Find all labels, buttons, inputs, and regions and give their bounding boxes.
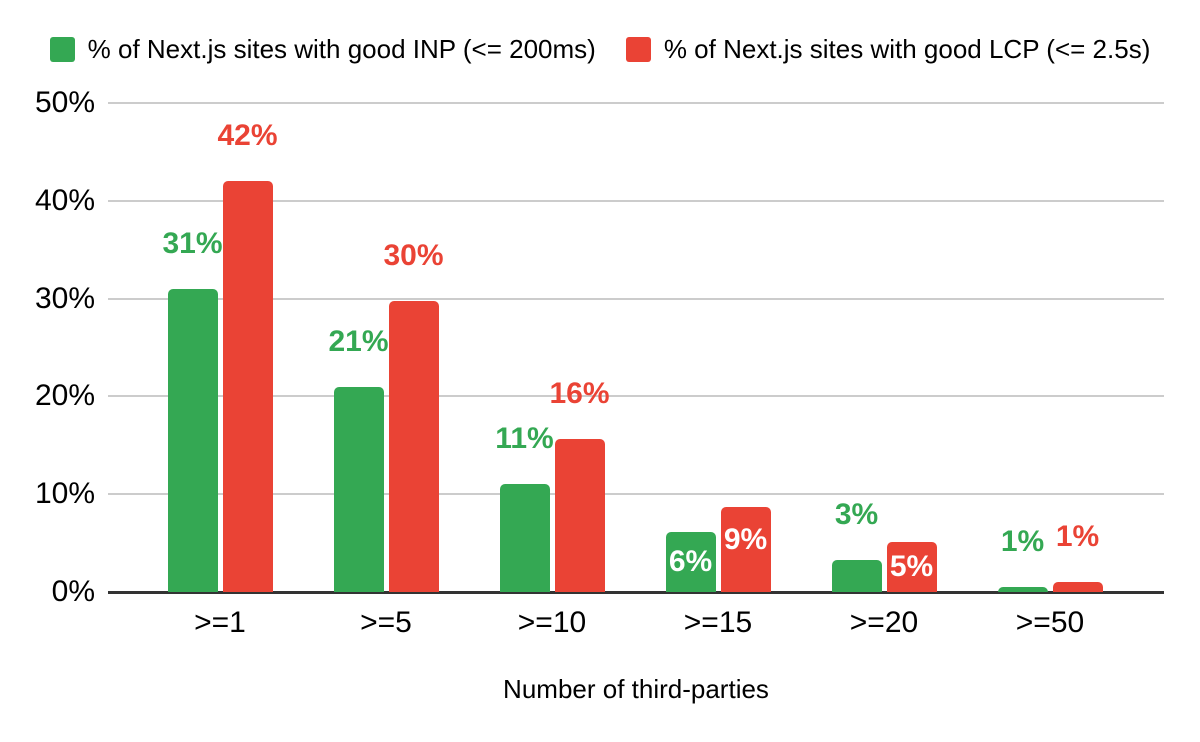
data-label-lcp-ge1: 42%: [217, 119, 278, 153]
x-axis-line: [108, 591, 1164, 594]
gridline-10: [108, 493, 1164, 495]
x-axis-label-ge1: >=1: [194, 606, 246, 639]
gridline-40: [108, 200, 1164, 202]
x-axis-label-ge5: >=5: [360, 606, 412, 639]
data-label-inp-ge10: 11%: [495, 422, 554, 456]
data-label-lcp-ge10: 16%: [549, 376, 610, 410]
lcp-legend-label: % of Next.js sites with good LCP (<= 2.5…: [663, 34, 1151, 64]
chart-legend: % of Next.js sites with good INP (<= 200…: [0, 34, 1200, 65]
y-axis-label-40: 40%: [34, 184, 95, 217]
y-axis-label-20: 20%: [34, 379, 95, 412]
bar-lcp-ge15: [720, 506, 771, 592]
gridline-50: [108, 102, 1164, 104]
data-label-inp-ge1: 31%: [162, 226, 223, 260]
gridline-20: [108, 395, 1164, 397]
legend-item-lcp: % of Next.js sites with good LCP (<= 2.5…: [625, 34, 1151, 65]
x-axis-label-ge50: >=50: [1015, 606, 1085, 639]
x-axis-label-ge15: >=15: [683, 606, 753, 639]
x-axis-label-ge10: >=10: [517, 606, 587, 639]
gridline-30: [108, 298, 1164, 300]
bar-lcp-ge20: [886, 542, 937, 592]
bar-inp-ge15: [665, 532, 716, 592]
bar-lcp-ge10: [554, 438, 605, 592]
plot-area: 31% 42% 21% 30% 11% 16% 6% 9% 3% 5% 1% 1%: [0, 103, 1200, 592]
data-label-inp-ge5: 21%: [328, 324, 389, 358]
bar-inp-ge50: [997, 587, 1048, 592]
lcp-legend-swatch-icon: [625, 37, 651, 62]
data-label-lcp-ge15: 9%: [723, 522, 768, 556]
bar-lcp-ge1: [222, 181, 273, 592]
bar-lcp-ge5: [388, 300, 439, 592]
inp-legend-swatch-icon: [49, 37, 75, 62]
bar-inp-ge20: [831, 559, 882, 592]
data-label-lcp-ge5: 30%: [383, 238, 444, 272]
bar-lcp-ge50: [1052, 582, 1103, 592]
bar-inp-ge10: [499, 484, 550, 592]
x-axis-title: Number of third-parties: [503, 674, 769, 704]
y-axis-label-50: 50%: [34, 86, 95, 119]
y-axis-label-30: 30%: [34, 282, 95, 315]
legend-item-inp: % of Next.js sites with good INP (<= 200…: [49, 34, 596, 65]
data-label-lcp-ge50: 1%: [1055, 520, 1100, 554]
y-axis-label-0: 0%: [51, 575, 95, 608]
bar-inp-ge5: [333, 386, 384, 592]
y-axis-label-10: 10%: [34, 477, 95, 510]
x-axis-label-ge20: >=20: [849, 606, 919, 639]
inp-legend-label: % of Next.js sites with good INP (<= 200…: [87, 34, 596, 64]
data-label-inp-ge20: 3%: [834, 497, 879, 531]
data-label-lcp-ge20: 5%: [889, 550, 934, 584]
data-label-inp-ge15: 6%: [668, 545, 713, 579]
bar-inp-ge1: [167, 288, 218, 592]
data-label-inp-ge50: 1%: [1000, 525, 1045, 559]
